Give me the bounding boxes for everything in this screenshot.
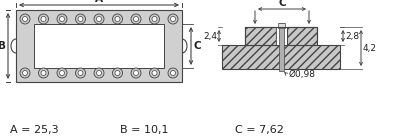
Circle shape [76, 14, 86, 24]
Bar [286, 27, 317, 45]
Circle shape [112, 68, 122, 78]
Circle shape [150, 68, 160, 78]
Circle shape [152, 17, 157, 22]
Circle shape [60, 71, 64, 75]
Text: B: B [0, 41, 6, 51]
Circle shape [22, 71, 28, 75]
Circle shape [94, 14, 104, 24]
Text: A: A [95, 0, 103, 4]
Text: Ø0,98: Ø0,98 [288, 71, 316, 79]
Circle shape [41, 71, 46, 75]
Bar [278, 23, 284, 71]
Circle shape [152, 71, 157, 75]
Circle shape [38, 68, 48, 78]
Circle shape [96, 71, 102, 75]
Text: 2,8: 2,8 [345, 31, 359, 40]
Circle shape [57, 14, 67, 24]
Bar [222, 45, 340, 69]
Text: A = 25,3: A = 25,3 [10, 125, 59, 135]
Bar [276, 27, 286, 45]
Circle shape [131, 68, 141, 78]
Circle shape [78, 71, 83, 75]
Bar [34, 24, 164, 68]
Circle shape [115, 71, 120, 75]
Circle shape [131, 14, 141, 24]
Circle shape [168, 14, 178, 24]
Bar [16, 10, 182, 82]
Circle shape [94, 68, 104, 78]
Text: C: C [278, 0, 286, 7]
Circle shape [60, 17, 64, 22]
Bar [278, 23, 284, 28]
Text: C: C [194, 41, 202, 51]
Text: C = 7,62: C = 7,62 [235, 125, 284, 135]
Bar [245, 27, 276, 45]
Circle shape [20, 68, 30, 78]
Circle shape [96, 17, 102, 22]
Circle shape [170, 71, 176, 75]
Circle shape [115, 17, 120, 22]
Circle shape [76, 68, 86, 78]
Circle shape [134, 71, 138, 75]
Circle shape [20, 14, 30, 24]
Circle shape [22, 17, 28, 22]
Text: B = 10,1: B = 10,1 [120, 125, 168, 135]
Circle shape [38, 14, 48, 24]
Text: 4,2: 4,2 [363, 43, 377, 52]
Circle shape [57, 68, 67, 78]
Circle shape [78, 17, 83, 22]
Text: 2,4: 2,4 [203, 31, 217, 40]
Circle shape [41, 17, 46, 22]
Circle shape [170, 17, 176, 22]
Circle shape [150, 14, 160, 24]
Circle shape [134, 17, 138, 22]
Circle shape [112, 14, 122, 24]
Circle shape [168, 68, 178, 78]
